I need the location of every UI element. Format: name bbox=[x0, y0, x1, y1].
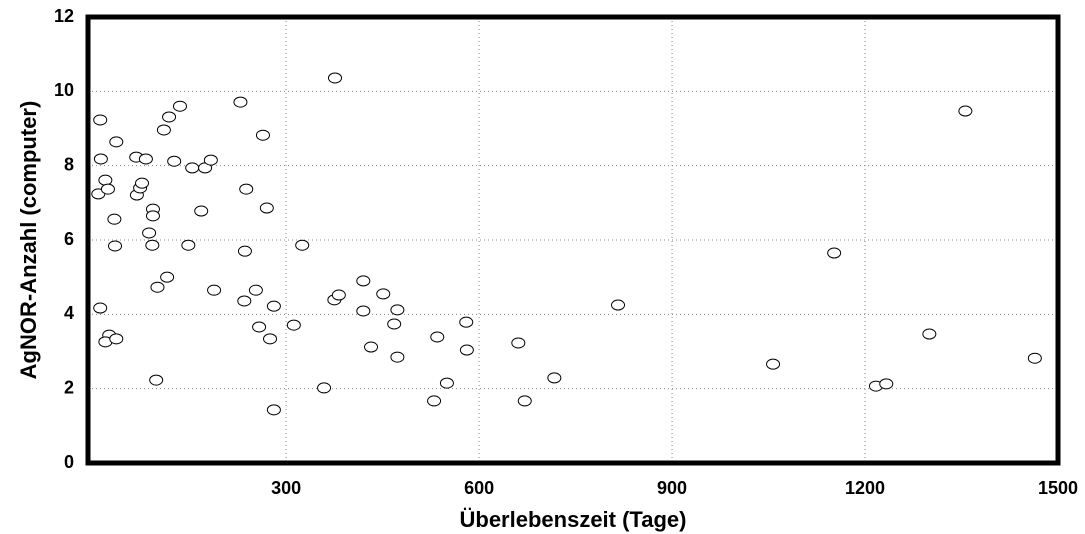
point bbox=[185, 162, 200, 174]
point bbox=[766, 358, 781, 370]
point bbox=[390, 304, 405, 316]
point bbox=[98, 174, 113, 186]
point bbox=[376, 288, 391, 300]
point bbox=[108, 240, 123, 252]
y-tick-label: 0 bbox=[64, 452, 74, 472]
point bbox=[390, 351, 405, 363]
point bbox=[255, 129, 270, 141]
point bbox=[511, 337, 526, 349]
point bbox=[239, 183, 254, 195]
point bbox=[233, 96, 248, 108]
y-axis-title: AgNOR-Anzahl (computer) bbox=[16, 101, 41, 380]
x-tick-label: 900 bbox=[657, 478, 687, 498]
point bbox=[160, 271, 175, 283]
point bbox=[328, 72, 343, 84]
point bbox=[547, 372, 562, 384]
point bbox=[207, 284, 222, 296]
plot-frame bbox=[85, 14, 1061, 466]
point bbox=[135, 177, 150, 189]
point bbox=[266, 300, 281, 312]
point bbox=[266, 404, 281, 416]
point bbox=[459, 344, 474, 356]
point bbox=[156, 124, 171, 136]
point bbox=[237, 295, 252, 307]
point bbox=[387, 318, 402, 330]
point bbox=[181, 239, 196, 251]
point bbox=[459, 316, 474, 328]
point bbox=[259, 202, 274, 214]
point bbox=[879, 378, 894, 390]
x-tick-label: 1500 bbox=[1038, 478, 1078, 498]
point bbox=[107, 213, 122, 225]
point bbox=[237, 245, 252, 257]
point bbox=[427, 395, 442, 407]
point bbox=[517, 395, 532, 407]
point bbox=[611, 299, 626, 311]
point bbox=[356, 305, 371, 317]
point bbox=[100, 183, 115, 195]
y-tick-label: 8 bbox=[64, 154, 74, 174]
point bbox=[162, 111, 177, 123]
point bbox=[263, 333, 278, 345]
x-tick-label: 600 bbox=[464, 478, 494, 498]
point bbox=[93, 153, 108, 165]
point bbox=[331, 289, 346, 301]
point bbox=[172, 100, 187, 112]
x-axis-title: Überlebenszeit (Tage) bbox=[460, 507, 687, 532]
point bbox=[286, 319, 301, 331]
y-tick-label: 4 bbox=[64, 303, 74, 323]
point bbox=[194, 205, 209, 217]
point bbox=[317, 382, 332, 394]
y-tick-label: 12 bbox=[54, 6, 74, 26]
point bbox=[138, 153, 153, 165]
point bbox=[364, 341, 379, 353]
x-tick-label: 300 bbox=[271, 478, 301, 498]
point bbox=[167, 155, 182, 167]
y-tick-label: 2 bbox=[64, 377, 74, 397]
point bbox=[142, 227, 157, 239]
point bbox=[827, 247, 842, 259]
point bbox=[145, 239, 160, 251]
y-tick-label: 6 bbox=[64, 229, 74, 249]
point bbox=[252, 321, 267, 333]
point bbox=[93, 114, 108, 126]
point bbox=[203, 154, 218, 166]
point bbox=[1027, 352, 1042, 364]
point bbox=[149, 374, 164, 386]
point bbox=[430, 331, 445, 343]
point bbox=[295, 239, 310, 251]
point bbox=[248, 284, 263, 296]
point bbox=[93, 302, 108, 314]
point bbox=[439, 377, 454, 389]
point bbox=[356, 275, 371, 287]
point bbox=[150, 281, 165, 293]
point bbox=[958, 105, 973, 117]
point bbox=[922, 328, 937, 340]
point bbox=[109, 333, 124, 345]
y-tick-label: 10 bbox=[54, 80, 74, 100]
point bbox=[109, 136, 124, 148]
x-tick-label: 1200 bbox=[845, 478, 885, 498]
point bbox=[145, 210, 160, 222]
